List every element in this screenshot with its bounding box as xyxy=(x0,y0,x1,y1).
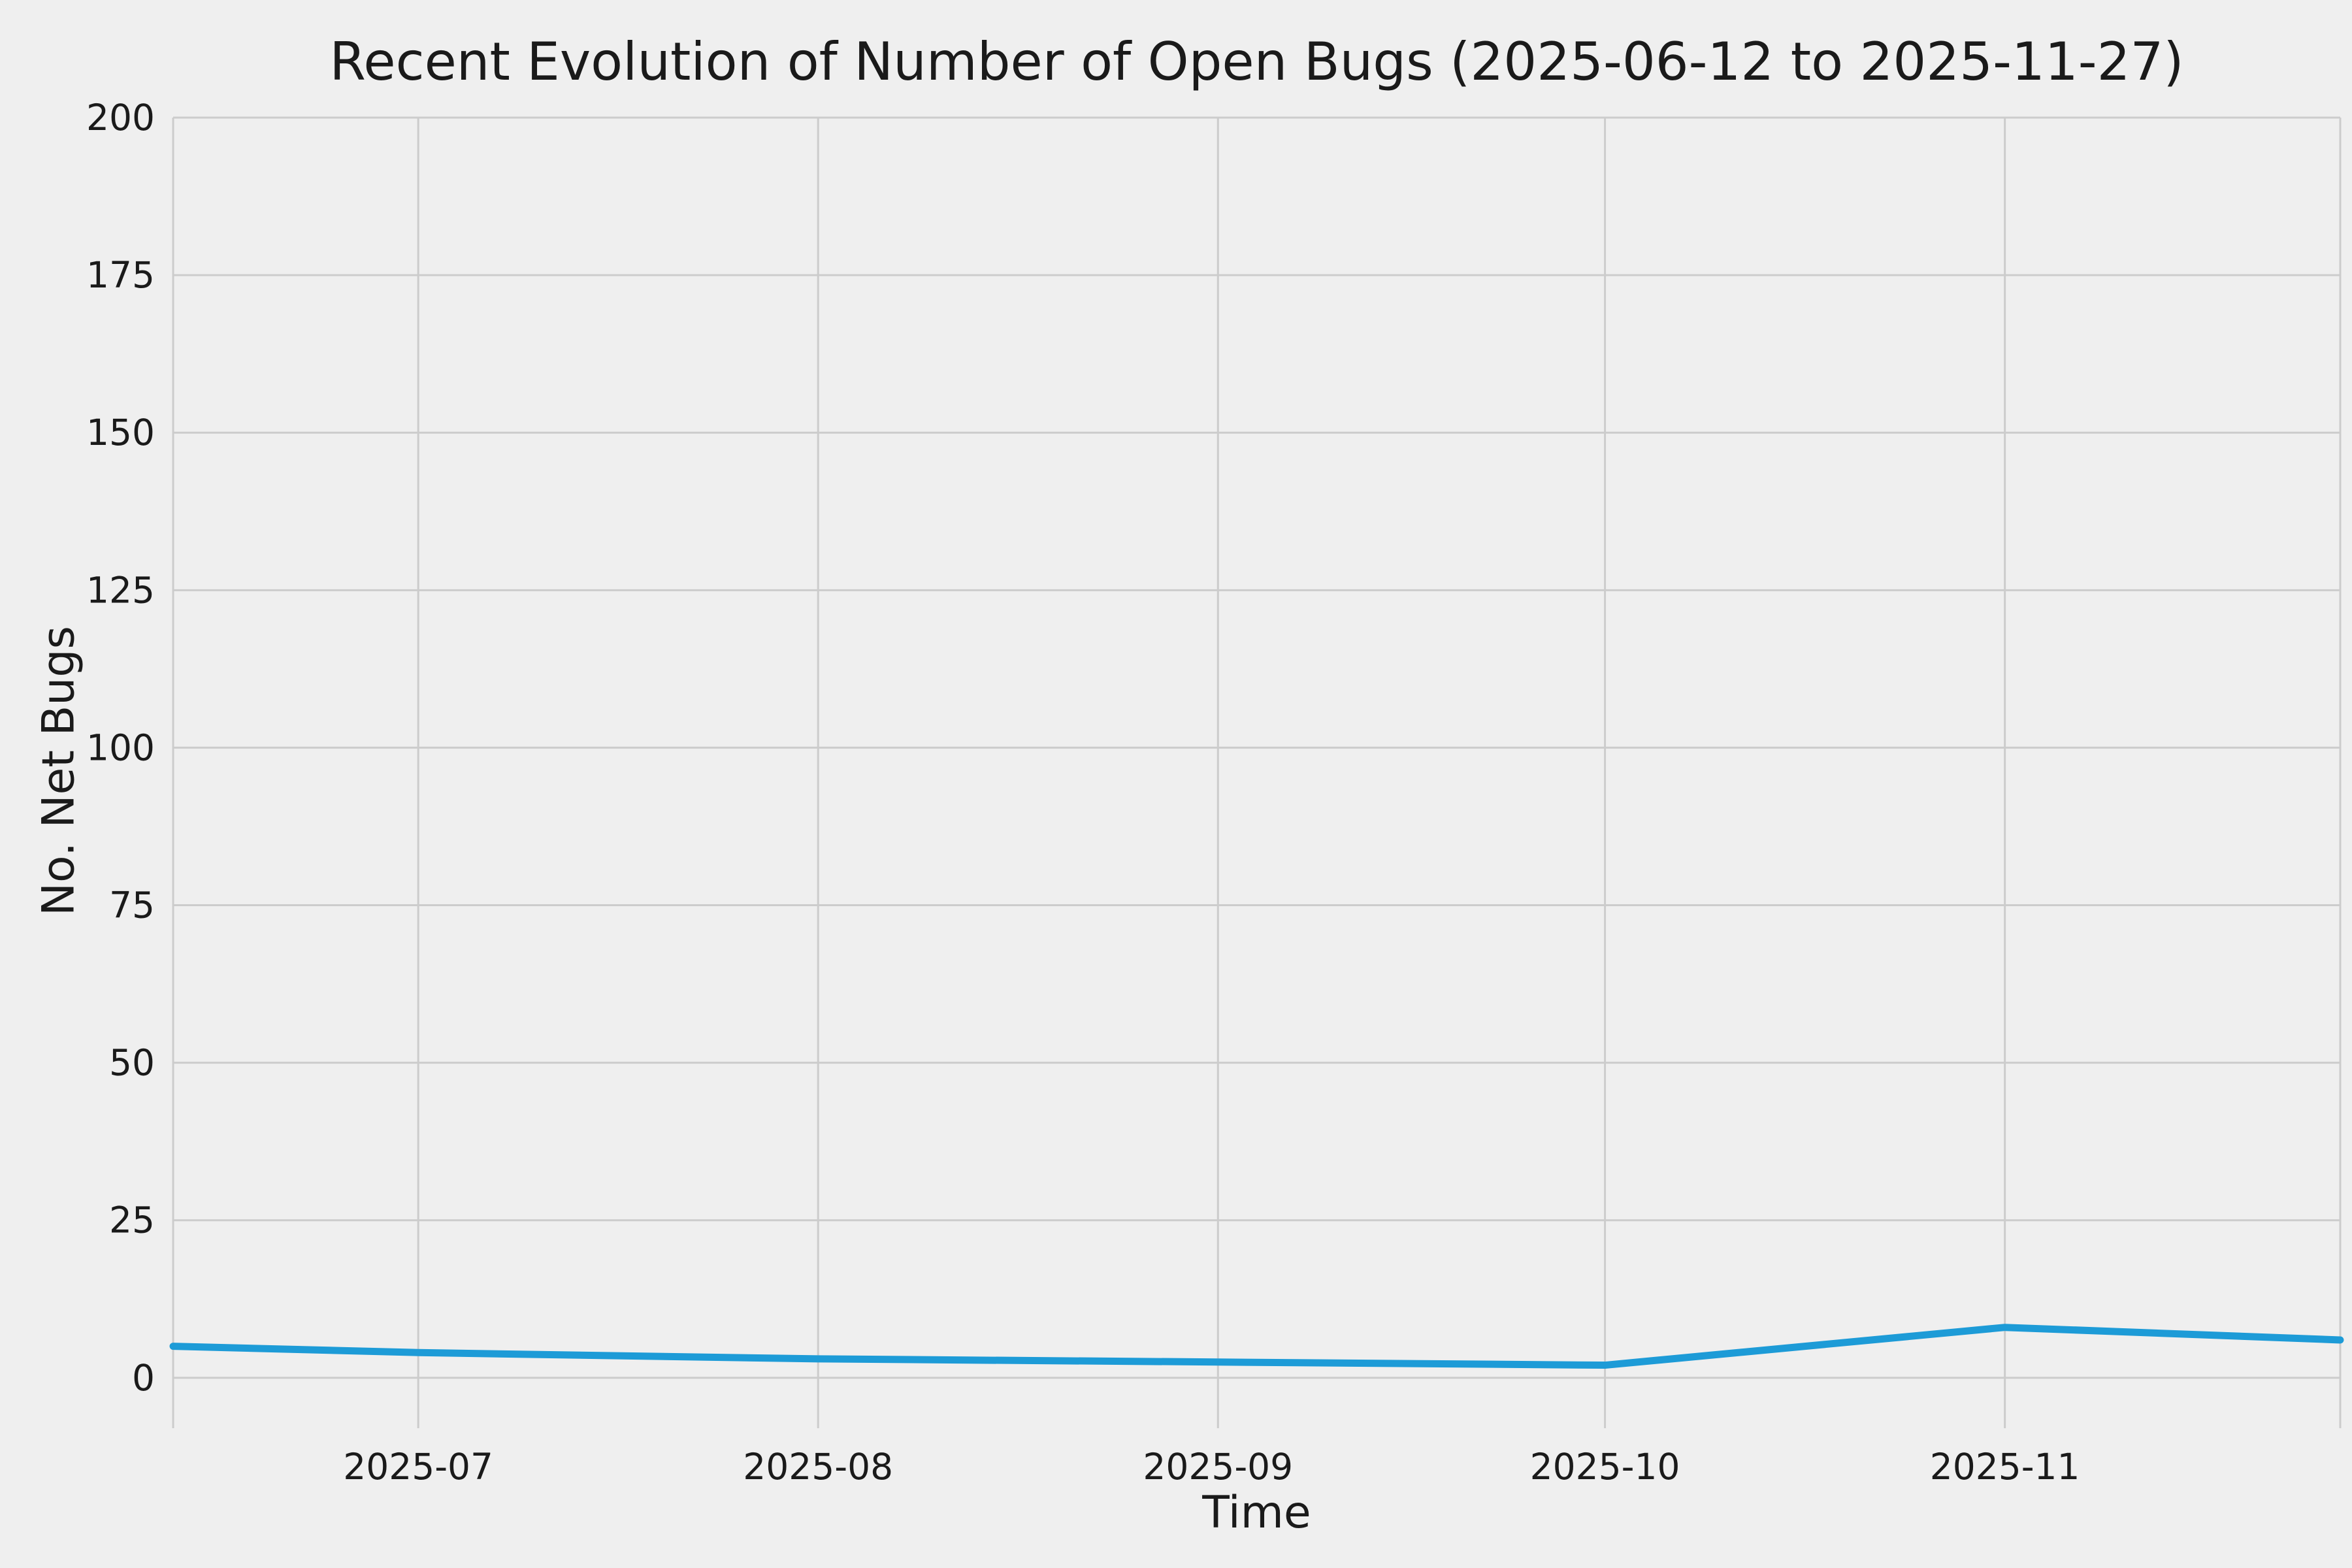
y-tick-label: 0 xyxy=(132,1357,155,1399)
data-line-open-bugs xyxy=(169,1324,2344,1369)
x-tick-label: 2025-11 xyxy=(1930,1446,2080,1488)
y-tick-label: 200 xyxy=(86,97,155,139)
y-tick-label: 75 xyxy=(109,885,155,926)
x-tick-label: 2025-09 xyxy=(1143,1446,1293,1488)
x-axis-label: Time xyxy=(1202,1487,1311,1539)
x-tick-label: 2025-08 xyxy=(743,1446,893,1488)
chart-title: Recent Evolution of Number of Open Bugs … xyxy=(329,31,2184,92)
y-tick-label: 175 xyxy=(86,254,155,296)
y-tick-label: 125 xyxy=(86,569,155,611)
y-tick-label: 150 xyxy=(86,412,155,453)
y-axis-label: No. Net Bugs xyxy=(33,626,85,916)
x-tick-label: 2025-07 xyxy=(343,1446,493,1488)
x-tick-label: 2025-10 xyxy=(1530,1446,1680,1488)
y-tick-label: 100 xyxy=(86,727,155,768)
y-tick-label: 50 xyxy=(109,1042,155,1084)
y-tick-label: 25 xyxy=(109,1200,155,1241)
